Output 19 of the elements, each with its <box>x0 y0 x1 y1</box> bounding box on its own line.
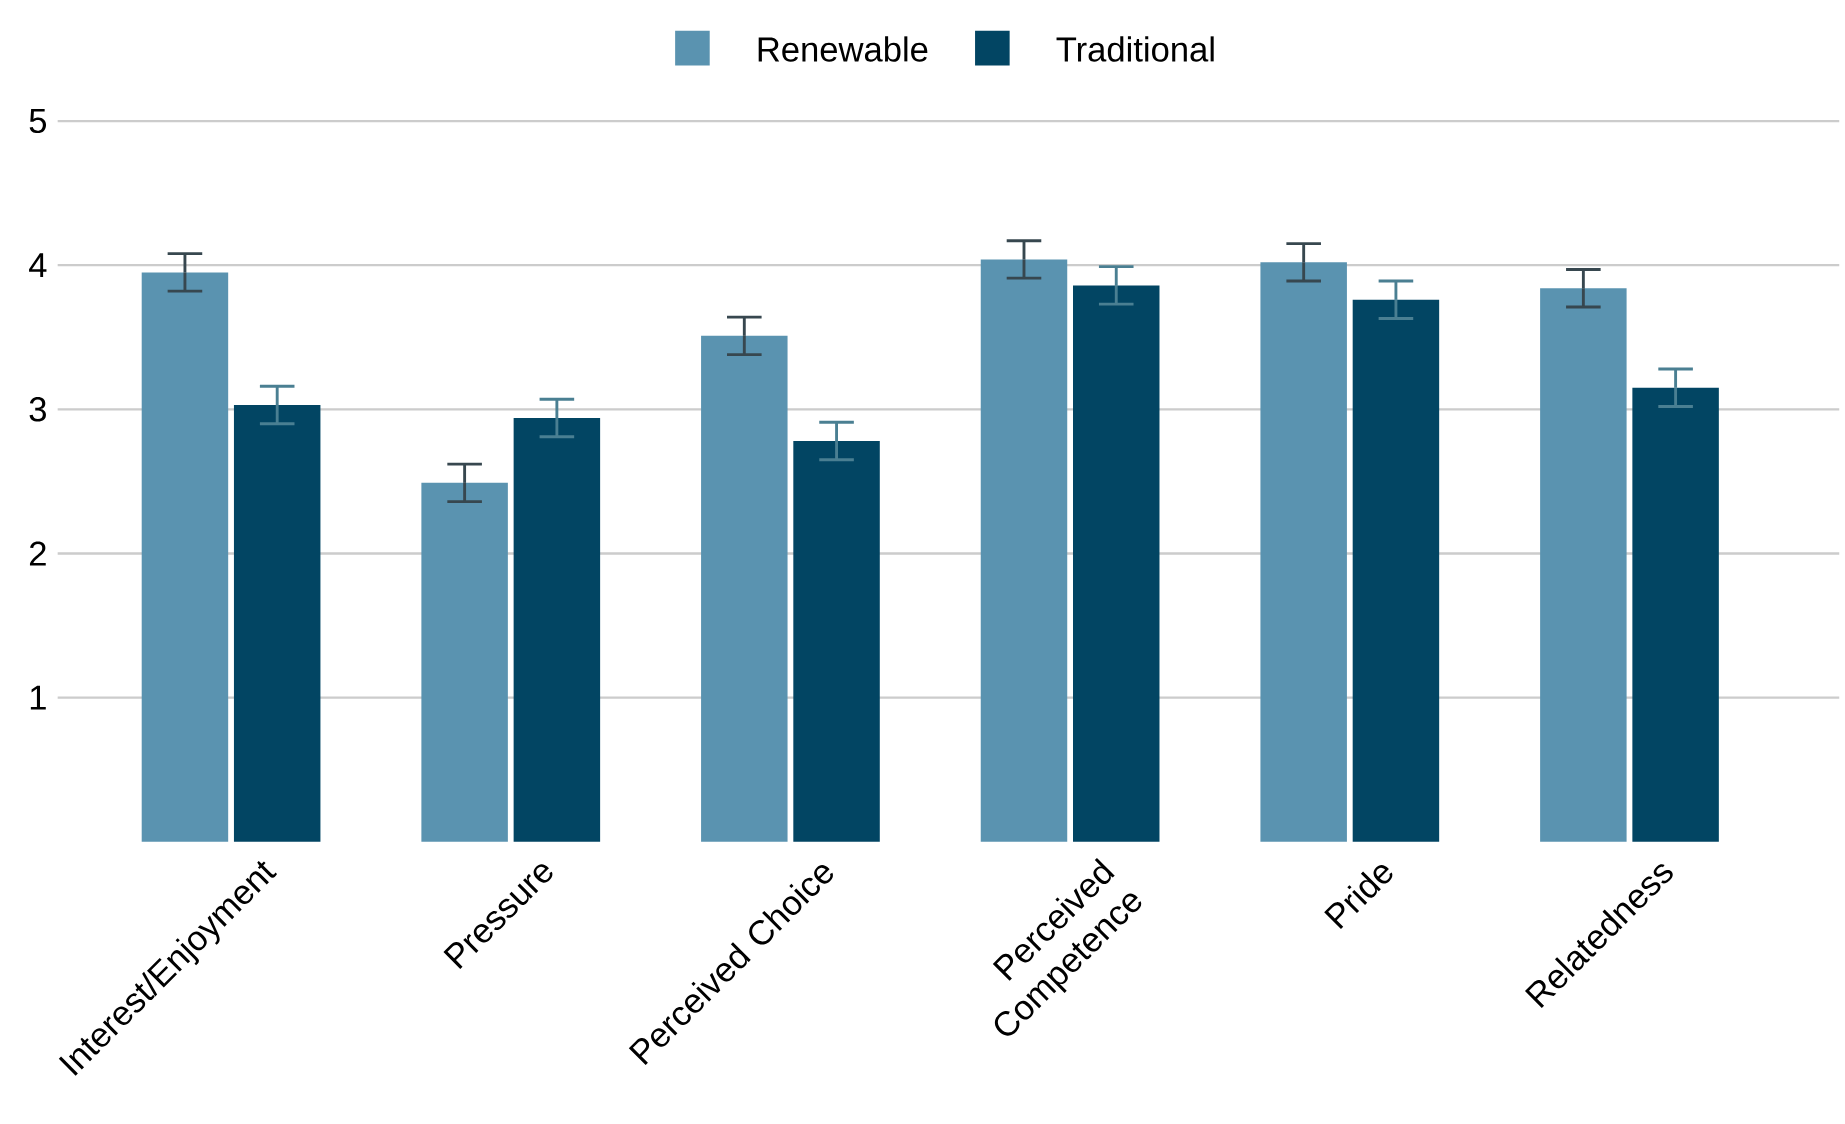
bar <box>793 440 880 842</box>
y-tick-label: 3 <box>29 396 46 422</box>
bar <box>1073 285 1160 842</box>
bar <box>1632 387 1719 842</box>
bar <box>1352 299 1440 842</box>
bar <box>980 259 1068 842</box>
y-tick-label: 1 <box>30 685 46 710</box>
bar <box>1260 262 1347 842</box>
bar <box>513 417 601 842</box>
bar <box>233 404 321 842</box>
bar <box>141 272 229 842</box>
y-tick-label: 4 <box>29 253 47 277</box>
y-tick-label: 5 <box>29 108 47 133</box>
bar <box>701 335 788 842</box>
legend-label: Renewable <box>758 36 928 62</box>
bar <box>421 482 508 842</box>
y-tick-label: 2 <box>29 541 46 566</box>
bar <box>1540 288 1627 842</box>
legend-label: Traditional <box>1056 36 1214 62</box>
